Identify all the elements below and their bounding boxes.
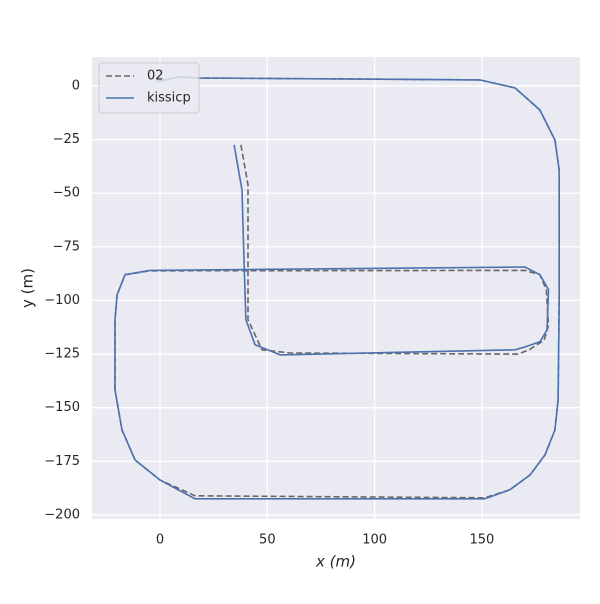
legend-label: 02 [147, 69, 164, 84]
x-tick-label: 150 [470, 533, 495, 548]
y-tick-label: −75 [53, 239, 80, 254]
x-axis-label: x (m) [315, 553, 356, 571]
series-line [114, 76, 560, 500]
y-tick-label: −25 [53, 132, 80, 147]
y-tick-label: −50 [53, 186, 80, 201]
y-tick-label: −100 [44, 293, 80, 308]
y-tick-label: −175 [44, 454, 80, 469]
x-tick-label: 100 [362, 533, 387, 548]
x-tick-label: 0 [156, 533, 164, 548]
y-tick-label: −150 [44, 400, 80, 415]
plot-area [92, 57, 580, 519]
x-tick-label: 50 [259, 533, 276, 548]
y-tick-label: 0 [72, 78, 80, 93]
y-axis-label: y (m) [19, 268, 37, 308]
legend-label: kissicp [147, 91, 191, 106]
y-tick-label: −200 [44, 507, 80, 522]
y-tick-label: −125 [44, 347, 80, 362]
